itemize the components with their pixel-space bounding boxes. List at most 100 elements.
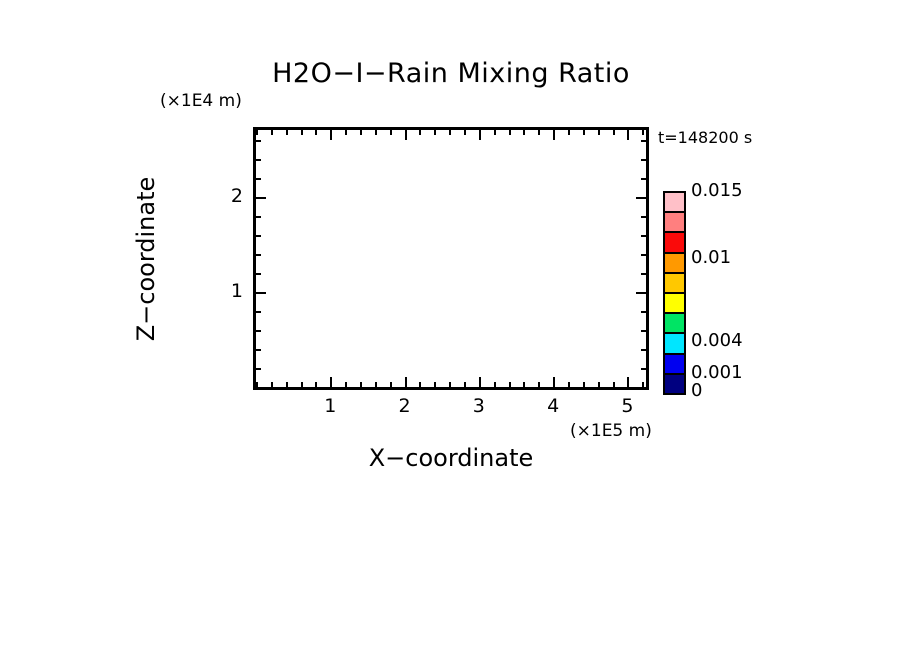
y-minor-tick: [256, 177, 261, 180]
x-major-tick: [478, 377, 481, 387]
colorbar-band: [665, 334, 684, 355]
x-minor-tick: [523, 130, 526, 135]
x-minor-tick: [612, 130, 615, 135]
x-minor-tick: [315, 130, 318, 135]
x-major-tick: [627, 130, 630, 140]
y-minor-tick: [256, 158, 261, 161]
colorbar-tick-label: 0.001: [691, 362, 743, 383]
y-axis-title: Z−coordinate: [132, 176, 160, 342]
y-minor-tick: [641, 215, 646, 218]
x-minor-tick: [597, 130, 600, 135]
x-minor-tick: [419, 382, 422, 387]
y-minor-tick: [641, 177, 646, 180]
colorbar: [663, 191, 686, 395]
x-minor-tick: [256, 382, 258, 387]
y-minor-tick: [641, 139, 646, 142]
y-minor-tick: [256, 310, 261, 313]
x-minor-tick: [642, 130, 645, 135]
y-minor-tick: [641, 367, 646, 370]
y-tick-label: 2: [230, 184, 243, 207]
x-minor-tick: [508, 130, 511, 135]
plot-title: H2O−I−Rain Mixing Ratio: [272, 58, 630, 89]
x-major-tick: [330, 377, 333, 387]
x-major-tick: [553, 377, 556, 387]
x-tick-label: 5: [621, 395, 634, 417]
x-minor-tick: [285, 382, 288, 387]
x-tick-label: 1: [324, 395, 337, 417]
x-tick-label: 4: [547, 395, 560, 417]
y-major-tick: [636, 291, 646, 294]
x-minor-tick: [419, 130, 422, 135]
x-minor-tick: [508, 382, 511, 387]
x-minor-tick: [612, 382, 615, 387]
x-minor-tick: [493, 130, 496, 135]
y-minor-tick: [256, 348, 261, 351]
plot-area: [253, 127, 649, 390]
y-minor-tick: [641, 234, 646, 237]
contour-canvas: [256, 130, 646, 387]
x-minor-tick: [642, 382, 645, 387]
x-tick-label: 2: [398, 395, 411, 417]
y-minor-tick: [256, 253, 261, 256]
y-minor-tick: [256, 139, 261, 142]
y-minor-tick: [256, 272, 261, 275]
x-minor-tick: [345, 382, 348, 387]
y-minor-tick: [641, 310, 646, 313]
colorbar-tick-label: 0.01: [691, 247, 732, 268]
x-tick-label: 3: [472, 395, 485, 417]
x-minor-tick: [389, 382, 392, 387]
colorbar-band: [665, 233, 684, 254]
y-minor-tick: [256, 367, 261, 370]
colorbar-band: [665, 213, 684, 234]
x-minor-tick: [464, 130, 466, 135]
x-minor-tick: [449, 130, 452, 135]
x-minor-tick: [568, 382, 570, 387]
x-major-tick: [330, 130, 333, 140]
colorbar-tick-label: 0.004: [691, 330, 743, 351]
x-minor-tick: [523, 382, 526, 387]
x-minor-tick: [434, 130, 437, 135]
y-minor-tick: [641, 348, 646, 351]
colorbar-tick-label: 0.015: [691, 180, 743, 201]
colorbar-band: [665, 314, 684, 335]
colorbar-tick-label: 0: [691, 380, 703, 401]
x-minor-tick: [360, 382, 362, 387]
y-major-tick: [256, 291, 266, 294]
x-minor-tick: [285, 130, 288, 135]
y-major-tick: [256, 196, 266, 199]
x-minor-tick: [270, 382, 273, 387]
y-minor-tick: [641, 387, 646, 389]
x-minor-tick: [300, 382, 303, 387]
y-axis-units-label: (×1E4 m): [160, 91, 242, 111]
colorbar-band: [665, 273, 684, 295]
y-minor-tick: [641, 253, 646, 256]
x-axis-title: X−coordinate: [368, 444, 534, 472]
x-minor-tick: [464, 382, 466, 387]
x-minor-tick: [315, 382, 318, 387]
y-minor-tick: [256, 215, 261, 218]
y-minor-tick: [256, 387, 261, 389]
y-major-tick: [636, 196, 646, 199]
x-major-tick: [627, 377, 630, 387]
x-minor-tick: [360, 130, 362, 135]
x-minor-tick: [256, 130, 258, 135]
x-minor-tick: [538, 130, 541, 135]
time-annotation: t=148200 s: [658, 128, 753, 147]
colorbar-band: [665, 193, 684, 214]
x-minor-tick: [538, 382, 541, 387]
x-minor-tick: [270, 130, 273, 135]
x-axis-units-label: (×1E5 m): [570, 421, 652, 441]
x-major-tick: [553, 130, 556, 140]
y-minor-tick: [641, 272, 646, 275]
colorbar-band: [665, 354, 684, 375]
x-minor-tick: [597, 382, 600, 387]
x-major-tick: [478, 130, 481, 140]
colorbar-band: [665, 253, 684, 274]
x-major-tick: [404, 130, 407, 140]
colorbar-band: [665, 374, 684, 394]
x-minor-tick: [300, 130, 303, 135]
x-minor-tick: [493, 382, 496, 387]
x-minor-tick: [449, 382, 452, 387]
y-minor-tick: [641, 329, 646, 332]
